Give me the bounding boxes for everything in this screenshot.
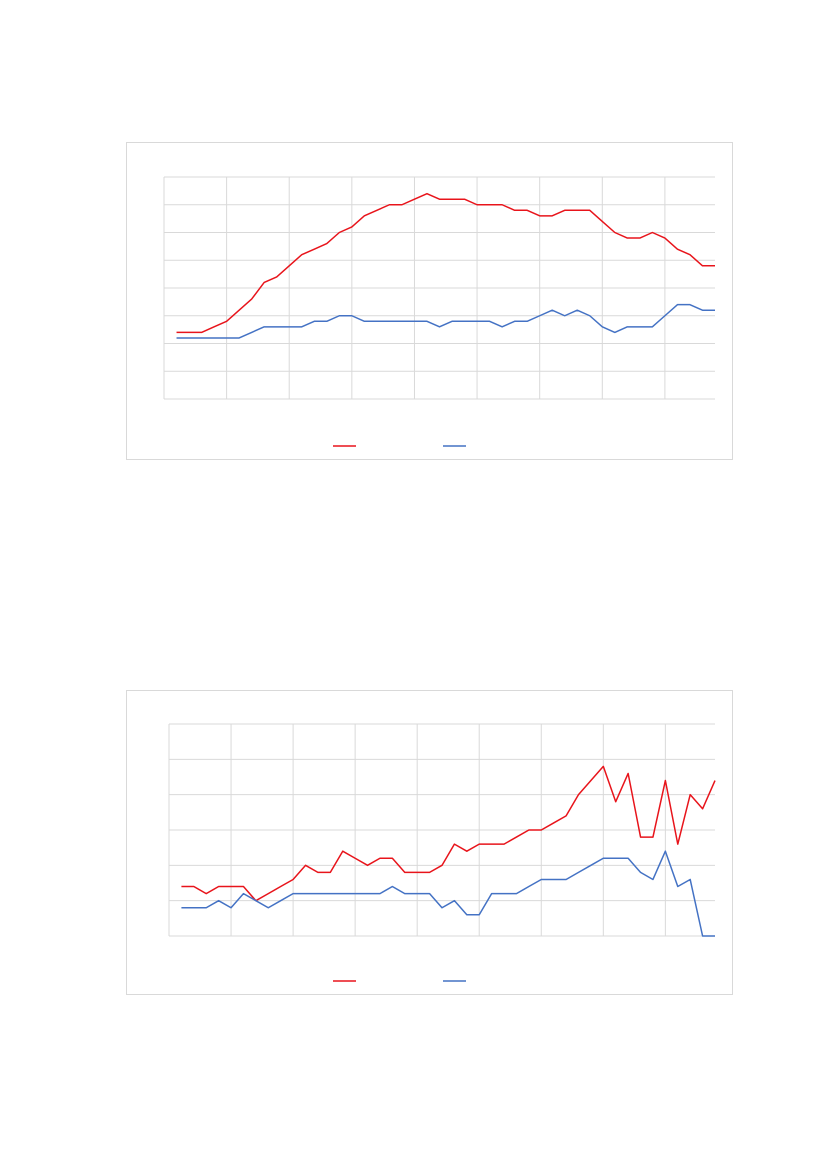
data-line <box>181 850 715 937</box>
chart <box>168 723 716 982</box>
data-line <box>176 303 715 339</box>
data-line <box>181 765 716 902</box>
chart-frame <box>126 142 733 460</box>
data-line <box>176 192 715 334</box>
chart <box>163 176 715 447</box>
chart-frame <box>126 690 733 995</box>
